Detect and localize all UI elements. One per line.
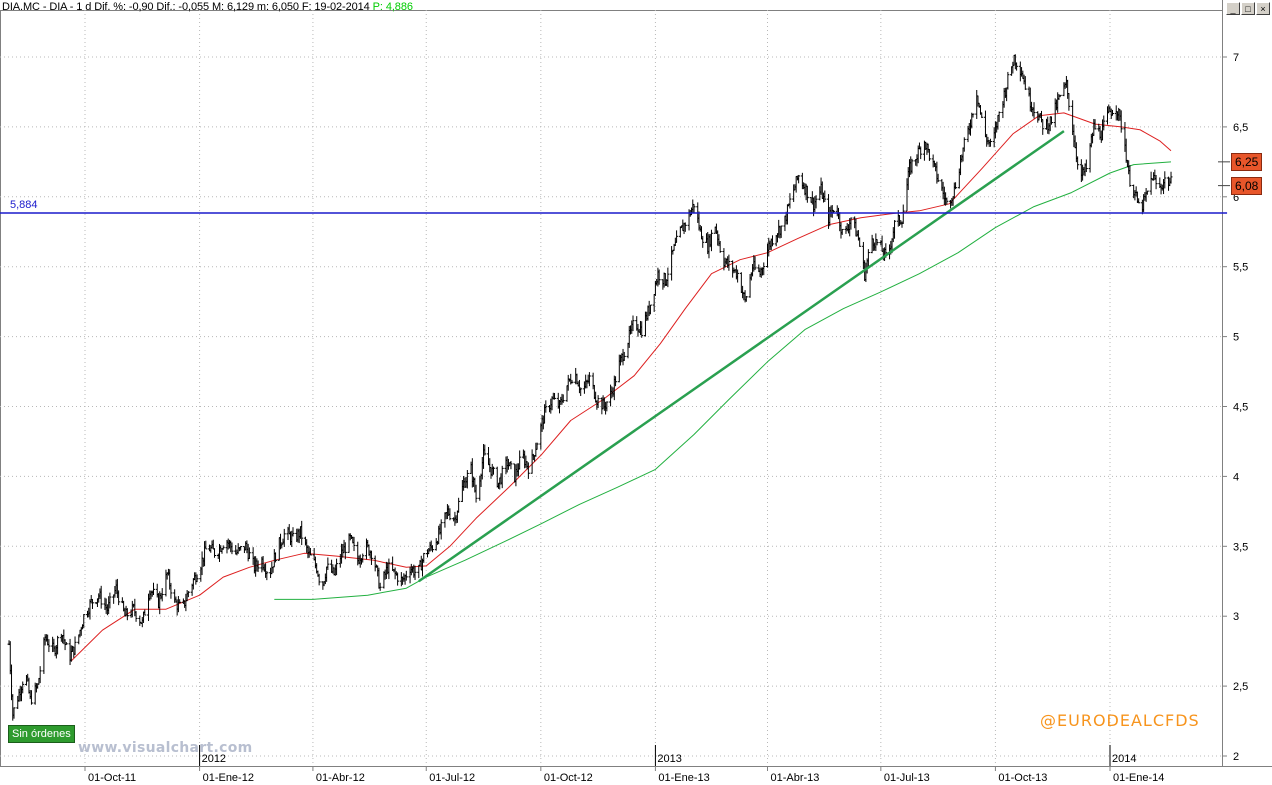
x-tick-label: 01-Ene-14	[1113, 772, 1164, 784]
x-tick-label: 01-Oct-13	[998, 772, 1047, 784]
y-tick-label: 4,5	[1233, 402, 1248, 414]
year-label: 2014	[1112, 753, 1136, 765]
y-tick-label: 2	[1233, 751, 1239, 763]
y-tick-label: 5	[1233, 332, 1239, 344]
x-tick-label: 01-Jul-13	[884, 772, 930, 784]
moving-average-short	[70, 112, 1172, 662]
y-tick-label: 7	[1233, 52, 1239, 64]
year-label: 2013	[657, 753, 681, 765]
window-controls: _ □ ×	[1226, 2, 1270, 15]
y-tick-label: 4	[1233, 471, 1239, 483]
p-label: P:	[372, 1, 383, 13]
x-tick-label: 01-Abr-12	[316, 772, 365, 784]
y-tick-label: 6,5	[1233, 122, 1248, 134]
y-tick-label: 2,5	[1233, 681, 1248, 693]
y-tick-label: 3,5	[1233, 541, 1248, 553]
y-tick-label: 6	[1233, 192, 1239, 204]
minimize-icon[interactable]: _	[1226, 2, 1240, 15]
x-tick-label: 01-Oct-11	[88, 772, 136, 784]
price-bars	[7, 54, 1173, 721]
instrument-stats: DIA.MC - DIA - 1 d Dif. %: -0,90 Dif.: -…	[2, 1, 370, 13]
p-value: 4,886	[385, 1, 413, 13]
close-icon[interactable]: ×	[1256, 2, 1270, 15]
instrument-header: DIA.MC - DIA - 1 d Dif. %: -0,90 Dif.: -…	[2, 1, 413, 13]
watermark-site: www.visualchart.com	[78, 740, 253, 756]
x-tick-label: 01-Jul-12	[429, 772, 475, 784]
watermark-twitter: @EURODEALCFDS	[1040, 711, 1200, 730]
x-tick-label: 01-Ene-12	[203, 772, 254, 784]
moving-average-long	[274, 161, 1172, 600]
x-tick-label: 01-Ene-13	[658, 772, 709, 784]
maximize-icon[interactable]: □	[1241, 2, 1255, 15]
year-label: 2012	[202, 753, 226, 765]
x-tick-label: 01-Abr-13	[771, 772, 820, 784]
price-tag: 6,08	[1231, 176, 1263, 195]
x-tick-label: 01-Oct-12	[544, 772, 593, 784]
y-tick-label: 3	[1233, 611, 1239, 623]
support-label: 5,884	[10, 199, 38, 211]
orders-status-badge[interactable]: Sin órdenes	[8, 725, 75, 743]
y-tick-label: 5,5	[1233, 262, 1248, 274]
trendline	[418, 130, 1065, 583]
price-tag: 6,25	[1231, 152, 1263, 171]
